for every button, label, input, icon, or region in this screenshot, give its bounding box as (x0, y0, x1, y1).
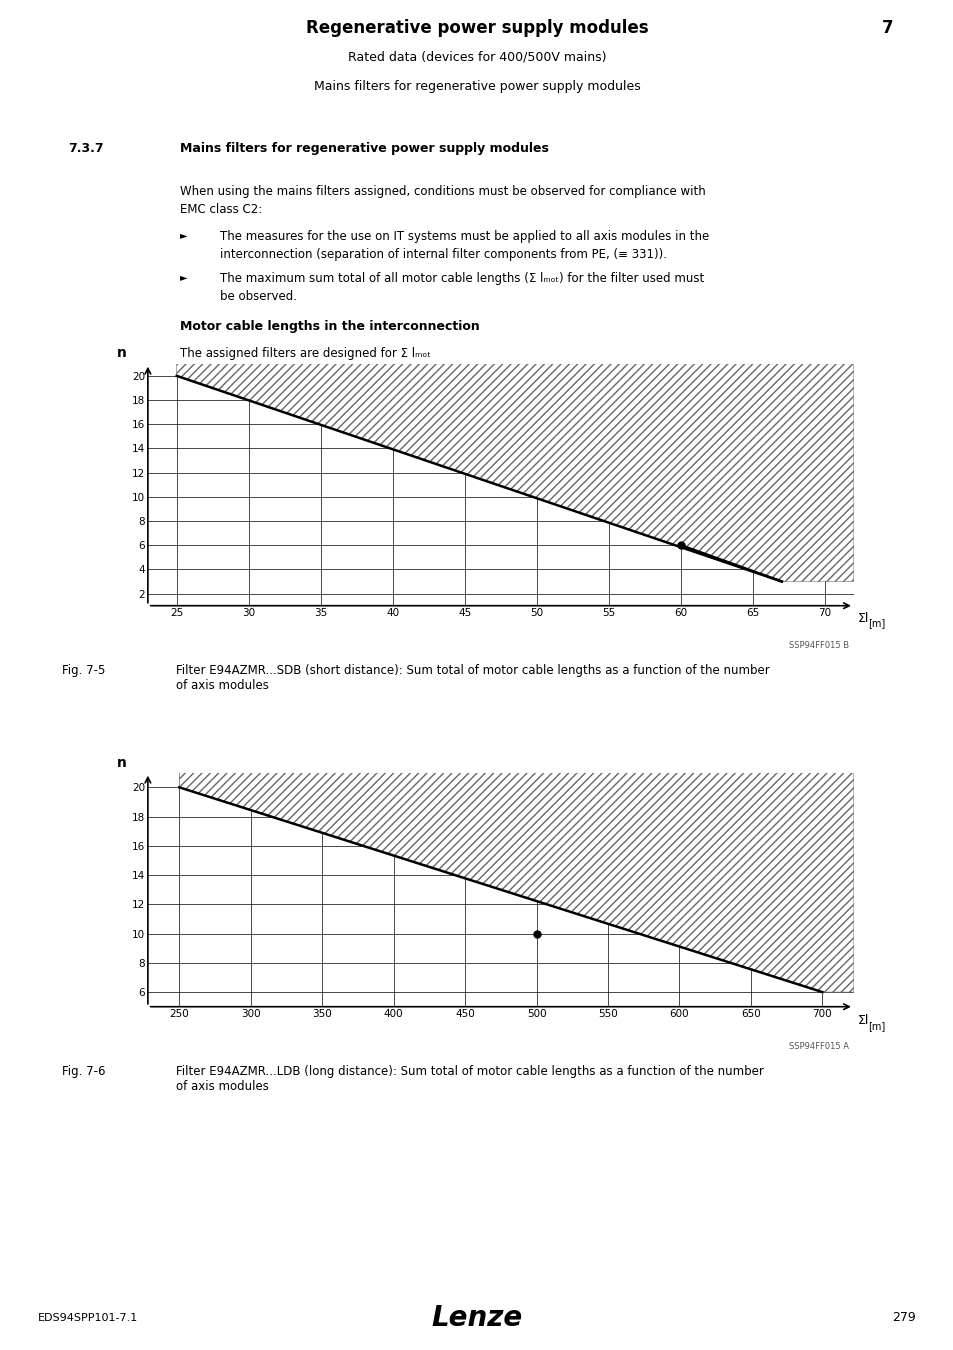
Text: [m]: [m] (867, 618, 884, 628)
Text: The maximum sum total of all motor cable lengths (Σ lₘₒₜ) for the filter used mu: The maximum sum total of all motor cable… (220, 271, 703, 285)
Text: Σl: Σl (857, 1014, 868, 1027)
Text: For a different number of axis modules, Σ lₘₒₜ can be determined from the follow: For a different number of axis modules, … (180, 390, 675, 402)
Text: Σl: Σl (858, 612, 868, 625)
Text: 7.3.7: 7.3.7 (68, 142, 104, 155)
Text: SSP94FF015 A: SSP94FF015 A (788, 1042, 848, 1052)
Text: interconnection (separation of internal filter components from PE, (≡ 331)).: interconnection (separation of internal … (220, 248, 666, 261)
Text: ►: ► (180, 230, 188, 240)
Text: EMC class C2:: EMC class C2: (180, 202, 262, 216)
Text: 7: 7 (881, 19, 892, 38)
Text: Mains filters for regenerative power supply modules: Mains filters for regenerative power sup… (314, 80, 639, 93)
Text: EDS94SPP101-7.1: EDS94SPP101-7.1 (38, 1312, 138, 1323)
Text: When using the mains filters assigned, conditions must be observed for complianc: When using the mains filters assigned, c… (180, 185, 705, 198)
Text: Fig. 7-6: Fig. 7-6 (62, 1065, 106, 1077)
Text: 279: 279 (891, 1311, 915, 1324)
Text: (E94AZMR...SDB: 60 m (= 6 x 10 m), E94AZMR...LDB: 500 m (= 10 x 50 m)).: (E94AZMR...SDB: 60 m (= 6 x 10 m), E94AZ… (180, 364, 631, 377)
Text: Lenze: Lenze (431, 1304, 522, 1331)
Text: The measures for the use on IT systems must be applied to all axis modules in th: The measures for the use on IT systems m… (220, 230, 708, 243)
Text: Motor cable lengths in the interconnection: Motor cable lengths in the interconnecti… (180, 320, 479, 333)
Text: n: n (116, 756, 127, 770)
Text: Mains filters for regenerative power supply modules: Mains filters for regenerative power sup… (180, 142, 548, 155)
Text: diagrams.: diagrams. (180, 408, 239, 421)
Text: [m]: [m] (867, 1022, 884, 1031)
Text: Filter E94AZMR...LDB (long distance): Sum total of motor cable lengths as a func: Filter E94AZMR...LDB (long distance): Su… (176, 1065, 763, 1092)
Text: SSP94FF015 B: SSP94FF015 B (788, 641, 848, 651)
Text: The assigned filters are designed for Σ lₘₒₜ: The assigned filters are designed for Σ … (180, 347, 431, 360)
Text: be observed.: be observed. (220, 290, 296, 302)
Text: ►: ► (180, 271, 188, 282)
Text: n: n (116, 346, 126, 360)
Text: Rated data (devices for 400/500V mains): Rated data (devices for 400/500V mains) (348, 50, 605, 63)
Text: Regenerative power supply modules: Regenerative power supply modules (305, 19, 648, 38)
Text: Fig. 7-5: Fig. 7-5 (62, 664, 105, 676)
Text: Filter E94AZMR...SDB (short distance): Sum total of motor cable lengths as a fun: Filter E94AZMR...SDB (short distance): S… (176, 664, 769, 691)
